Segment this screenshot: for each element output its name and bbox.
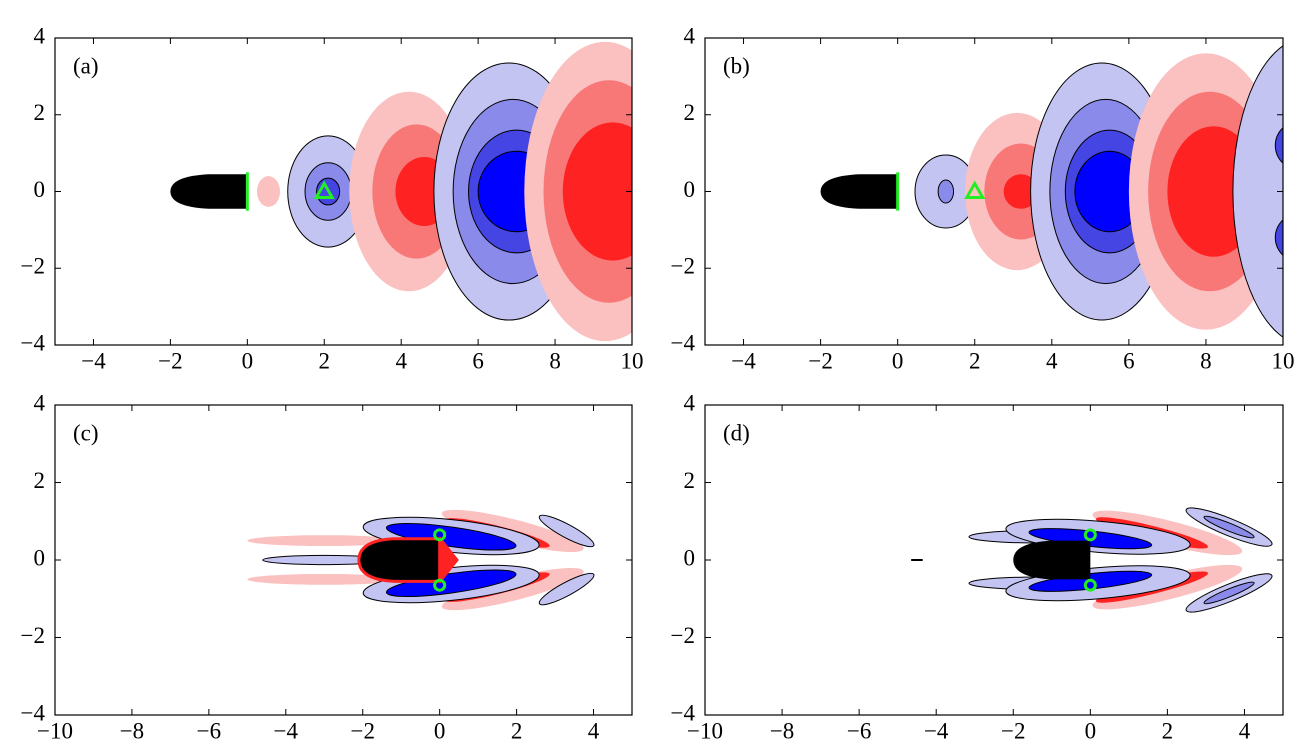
contour-area bbox=[170, 41, 632, 342]
contour-area bbox=[247, 502, 597, 618]
y-tick-label: −2 bbox=[21, 254, 45, 279]
x-tick-label: 2 bbox=[969, 348, 981, 373]
x-tick-label: 4 bbox=[1046, 348, 1058, 373]
y-tick-label: 4 bbox=[34, 390, 46, 415]
y-tick-label: 4 bbox=[684, 390, 696, 415]
x-tick-label: 4 bbox=[588, 718, 600, 743]
marker bbox=[1083, 528, 1097, 542]
y-tick-label: −4 bbox=[21, 330, 46, 355]
x-tick-label: −2 bbox=[350, 718, 374, 743]
x-tick-label: 2 bbox=[319, 348, 331, 373]
x-tick-label: 0 bbox=[242, 348, 254, 373]
x-tick-label: −10 bbox=[687, 718, 723, 743]
x-tick-label: 4 bbox=[1239, 718, 1251, 743]
panel-label: (b) bbox=[723, 53, 750, 78]
y-tick-label: 0 bbox=[34, 177, 46, 202]
contour-area bbox=[820, 38, 1283, 345]
y-tick-label: −2 bbox=[671, 623, 695, 648]
x-tick-label: 6 bbox=[1123, 348, 1135, 373]
x-tick-label: −2 bbox=[1001, 718, 1025, 743]
x-tick-label: −6 bbox=[847, 718, 871, 743]
y-tick-label: 2 bbox=[684, 100, 696, 125]
x-tick-label: 8 bbox=[549, 348, 561, 373]
y-tick-label: 0 bbox=[684, 545, 696, 570]
x-tick-label: 4 bbox=[395, 348, 407, 373]
x-tick-label: 0 bbox=[434, 718, 446, 743]
marker bbox=[433, 578, 447, 592]
panel-label: (a) bbox=[73, 53, 99, 78]
y-tick-label: 4 bbox=[34, 23, 46, 48]
x-tick-label: −4 bbox=[274, 718, 299, 743]
marker bbox=[1083, 578, 1097, 592]
x-tick-label: −4 bbox=[924, 718, 949, 743]
y-tick-label: 0 bbox=[684, 177, 696, 202]
x-tick-label: 2 bbox=[1162, 718, 1174, 743]
y-tick-label: −4 bbox=[671, 700, 696, 725]
y-tick-label: −4 bbox=[671, 330, 696, 355]
y-tick-label: −2 bbox=[21, 623, 45, 648]
marker bbox=[964, 180, 986, 199]
y-tick-label: 2 bbox=[34, 100, 46, 125]
x-tick-label: 2 bbox=[511, 718, 523, 743]
x-tick-label: −6 bbox=[197, 718, 221, 743]
x-tick-label: −8 bbox=[120, 718, 144, 743]
panel-label: (d) bbox=[723, 420, 750, 445]
x-tick-label: −8 bbox=[770, 718, 794, 743]
x-tick-label: 0 bbox=[1085, 718, 1097, 743]
x-tick-label: −10 bbox=[37, 718, 73, 743]
x-tick-label: −2 bbox=[808, 348, 832, 373]
y-tick-label: −2 bbox=[671, 254, 695, 279]
plot-frame bbox=[704, 404, 1284, 716]
x-tick-label: 10 bbox=[1272, 348, 1294, 373]
x-tick-label: 8 bbox=[1200, 348, 1212, 373]
x-tick-label: 0 bbox=[892, 348, 904, 373]
x-tick-label: −4 bbox=[81, 348, 106, 373]
y-tick-label: 2 bbox=[684, 468, 696, 493]
y-tick-label: 4 bbox=[684, 23, 696, 48]
y-tick-label: −4 bbox=[21, 700, 46, 725]
x-tick-label: 6 bbox=[472, 348, 484, 373]
y-tick-label: 0 bbox=[34, 545, 46, 570]
y-tick-label: 2 bbox=[34, 468, 46, 493]
x-tick-label: 10 bbox=[621, 348, 644, 373]
marker bbox=[313, 180, 335, 199]
x-tick-label: −2 bbox=[158, 348, 182, 373]
marker bbox=[433, 528, 447, 542]
x-tick-label: −4 bbox=[731, 348, 756, 373]
contour-area bbox=[911, 502, 1275, 619]
panel-label: (c) bbox=[73, 420, 99, 445]
